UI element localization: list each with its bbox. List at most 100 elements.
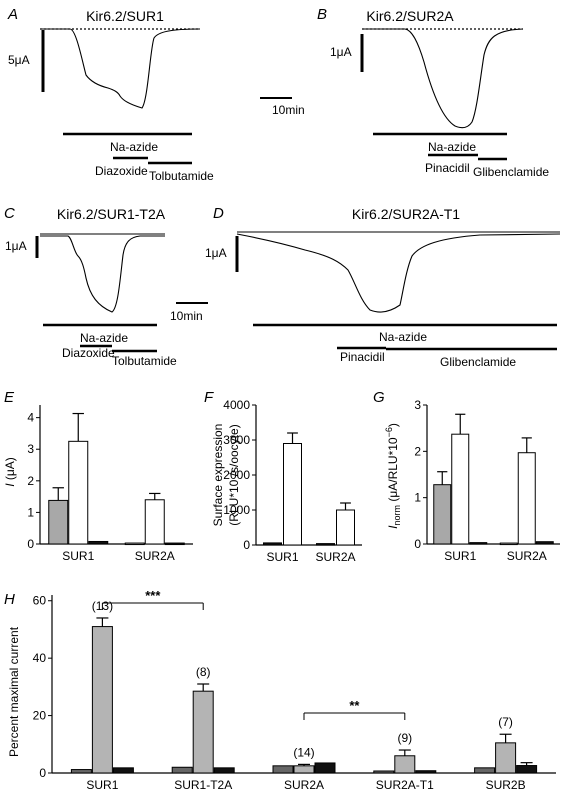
- panel-h-ytick-label: 60: [33, 594, 47, 608]
- panel-letter-d: D: [213, 205, 224, 222]
- panel-d-label-glibenclamide: Glibenclamide: [440, 355, 516, 369]
- panel-a-current-trace: [40, 28, 201, 109]
- panel-f-ytick-label: 0: [243, 538, 250, 552]
- panel-f-ylabel-line2: (RLU*10 /s/oocyte): [227, 424, 241, 525]
- panel-b-label-pinacidil: Pinacidil: [425, 161, 470, 175]
- bar-g-sur1-s3: [469, 542, 488, 545]
- n-label: (14): [293, 745, 314, 759]
- panel-f: F Surface expression (RLU*10 /s/oocyte) …: [204, 389, 362, 564]
- panel-c-label-na-azide: Na-azide: [80, 331, 128, 345]
- panel-e-category-label: SUR1: [62, 549, 94, 563]
- bar-f-sur2a-s1: [316, 543, 335, 546]
- panel-b-current-trace: [362, 28, 524, 129]
- panel-d-label-pinacidil: Pinacidil: [340, 350, 385, 364]
- panel-d-scale-label: 1μA: [205, 246, 227, 260]
- n-label: (7): [498, 715, 513, 729]
- panel-a-label-tolbutamide: Tolbutamide: [149, 169, 214, 183]
- panel-c-current-trace: [40, 235, 165, 313]
- bar-f-sur2a-s2: [336, 509, 355, 546]
- panel-a-label-diazoxide: Diazoxide: [95, 164, 148, 178]
- bar-h-sur1-t2a-s3: [213, 767, 235, 774]
- bar-g-sur2a-s1: [499, 542, 518, 546]
- panel-c-label-tolbutamide: Tolbutamide: [112, 354, 177, 368]
- panel-letter-g: G: [373, 389, 385, 406]
- panel-d: D Kir6.2/SUR2A-T1 1μA Na-azide Pinacidil…: [205, 205, 561, 369]
- bar-e-sur1-s2: [68, 440, 89, 545]
- panel-g-ylabel: Inorm (μA/RLU*10−6): [384, 423, 402, 529]
- bar-h-sur1-s2: [91, 626, 113, 774]
- bar-g-sur2a-s2: [517, 452, 536, 545]
- panel-g-chart: 0 1 2 3 SUR1 SUR2A: [414, 398, 560, 563]
- panel-g-ytick-label: 2: [414, 444, 421, 458]
- panel-f-category-label: SUR2A: [315, 550, 355, 564]
- time-scale-label-mid: 10min: [170, 309, 203, 323]
- panel-letter-b: B: [317, 6, 327, 23]
- panel-f-ytick-label: 4000: [223, 398, 250, 412]
- panel-b-title: Kir6.2/SUR2A: [366, 8, 454, 24]
- panel-g-ytick-label: 1: [414, 491, 421, 505]
- significance-label: **: [349, 698, 360, 713]
- panel-h-ytick-label: 0: [39, 766, 46, 780]
- bar-e-sur2a-s2: [144, 499, 165, 545]
- panel-e-chart: 0 1 2 3 4 SUR1 SUR2A: [27, 405, 193, 563]
- bar-h-sur2a-s2: [293, 765, 315, 774]
- bar-h-sur2a-s3: [314, 762, 336, 774]
- bar-h-sur1-t2a-s1: [171, 766, 193, 774]
- panel-e-ytick-label: 1: [27, 505, 34, 519]
- bar-e-sur2a-s3: [164, 542, 185, 546]
- bar-h-sur2a-t1-s3: [415, 770, 437, 774]
- panel-f-chart: 0 1000 2000 3000 4000 SUR1 SUR2A: [223, 398, 362, 564]
- bar-g-sur2a-s3: [535, 541, 554, 545]
- panel-letter-e: E: [4, 389, 15, 406]
- panel-h-ytick-label: 40: [33, 651, 47, 665]
- bar-e-sur1-s3: [88, 540, 109, 545]
- panel-e-ylabel: I (μA): [3, 457, 17, 487]
- panel-e-ytick-label: 0: [27, 537, 34, 551]
- bar-g-sur1-s2: [451, 433, 470, 545]
- panel-e-ytick-label: 3: [27, 442, 34, 456]
- panel-h-category-label: SUR1-T2A: [174, 778, 232, 792]
- panel-d-current-trace: [236, 233, 561, 313]
- panel-a-scale-label: 5μA: [8, 53, 30, 67]
- panel-g-ytick-label: 0: [414, 537, 421, 551]
- panel-e-category-label: SUR2A: [135, 549, 175, 563]
- panel-f-ylabel-line1: Surface expression: [211, 424, 225, 527]
- panel-h-category-label: SUR2B: [486, 778, 526, 792]
- panel-b-scale-label: 1μA: [330, 45, 352, 59]
- n-label: (8): [196, 665, 211, 679]
- n-label: (9): [397, 731, 412, 745]
- panel-f-ytick-label: 1000: [223, 503, 250, 517]
- bar-h-sur1-t2a-s2: [192, 690, 214, 774]
- panel-f-category-label: SUR1: [266, 550, 298, 564]
- panel-c-label-diazoxide: Diazoxide: [62, 346, 115, 360]
- bar-f-sur1-s1: [263, 542, 282, 546]
- panel-h-category-label: SUR2A: [284, 778, 324, 792]
- panel-g-category-label: SUR1: [444, 549, 476, 563]
- panel-f-ytick-label: 3000: [223, 433, 250, 447]
- panel-b: B Kir6.2/SUR2A 1μA Na-azide Pinacidil Gl…: [317, 6, 549, 179]
- bar-h-sur2a-t1-s2: [394, 755, 416, 774]
- panel-e-ytick-label: 4: [27, 411, 34, 425]
- bar-g-sur1-s1: [433, 484, 452, 545]
- bar-h-sur2a-s1: [272, 765, 294, 774]
- panel-letter-c: C: [4, 205, 15, 222]
- panel-c-title: Kir6.2/SUR1-T2A: [57, 206, 166, 222]
- panel-e: E I (μA) 0 1 2 3 4 SUR1 SUR2A: [3, 389, 193, 563]
- bar-h-sur2b-s2: [495, 742, 517, 774]
- panel-h-ylabel: Percent maximal current: [7, 626, 21, 757]
- panel-f-ytick-label: 2000: [223, 468, 250, 482]
- time-scale-label-top: 10min: [272, 103, 305, 117]
- panel-d-title: Kir6.2/SUR2A-T1: [352, 206, 460, 222]
- panel-b-label-na-azide: Na-azide: [428, 140, 476, 154]
- panel-e-ytick-label: 2: [27, 474, 34, 488]
- panel-h-category-label: SUR1: [86, 778, 118, 792]
- panel-g-ytick-label: 3: [414, 398, 421, 412]
- panel-b-label-glibenclamide: Glibenclamide: [473, 165, 549, 179]
- bar-h-sur1-s1: [70, 769, 92, 774]
- bar-f-sur1-s2: [283, 443, 302, 546]
- panel-letter-a: A: [7, 6, 18, 23]
- panel-c: C Kir6.2/SUR1-T2A 1μA 10min Na-azide Dia…: [4, 205, 208, 368]
- bar-e-sur2a-s1: [124, 542, 145, 546]
- panel-letter-h: H: [4, 591, 15, 608]
